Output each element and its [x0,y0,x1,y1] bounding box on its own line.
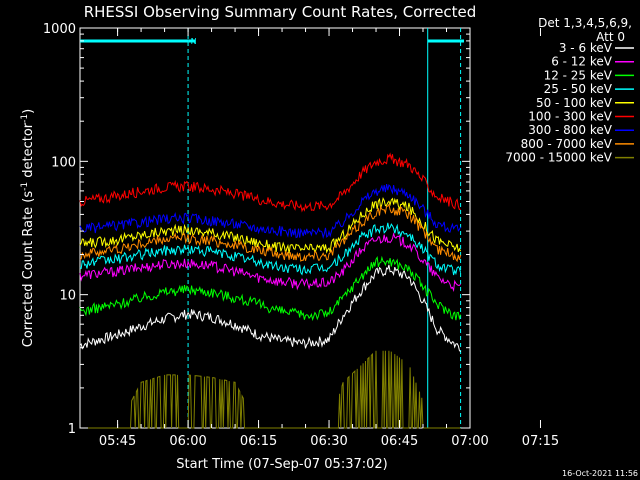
flag-label: N [191,37,197,46]
x-tick-label: 06:45 [381,434,418,449]
legend-label: 6 - 12 keV [551,55,613,69]
y-tick-label: 100 [51,155,76,170]
x-axis-ticks: 05:45 06:00 06:15 06:30 06:45 07:00 07:15 [99,28,559,449]
series-line [79,264,461,353]
y-axis-label: Corrected Count Rate (s-1 detector-1) [20,109,36,347]
y-tick-label: 10 [59,289,76,304]
legend-label: 100 - 300 keV [528,110,612,124]
legend-label: 7000 - 15000 keV [505,151,612,165]
legend-header-2: Att 0 [596,30,625,44]
series-line [79,222,462,276]
legend-label: 3 - 6 keV [559,41,613,55]
chart-title: RHESSI Observing Summary Count Rates, Co… [84,3,477,21]
legend-label: 300 - 800 keV [528,123,612,137]
y-tick-label: 1 [68,422,76,437]
legend-label: 12 - 25 keV [544,68,613,82]
series-line [80,350,461,429]
x-tick-label: 07:15 [522,434,559,449]
series-line [79,255,462,322]
legend-label: 25 - 50 keV [544,82,613,96]
legend-header-1: Det 1,3,4,5,6,9, [538,16,632,30]
y-tick-label: 1000 [43,22,76,37]
series-line [79,184,462,240]
series-line [79,203,462,263]
series-line [79,232,461,292]
footer-timestamp: 16-Oct-2021 11:56 [562,469,638,478]
series-line [79,197,462,254]
legend-label: 800 - 7000 keV [521,137,613,151]
x-tick-label: 05:45 [99,434,136,449]
x-tick-label: 07:00 [451,434,488,449]
series-line [79,152,461,213]
series-lines [79,152,462,429]
y-axis-ticks: 1 10 100 1000 [43,22,470,437]
x-tick-label: 06:00 [169,434,206,449]
x-axis-label: Start Time (07-Sep-07 05:37:02) [176,457,387,472]
x-tick-label: 06:30 [310,434,347,449]
x-tick-label: 06:15 [240,434,277,449]
flag-bars: N [80,37,464,46]
legend-label: 50 - 100 keV [536,96,613,110]
